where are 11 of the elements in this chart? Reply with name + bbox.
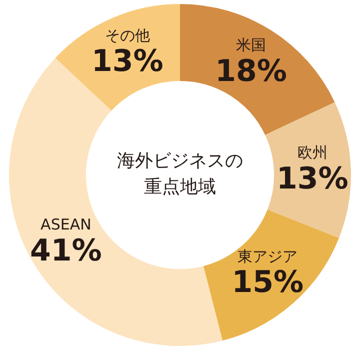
data-label: 15% — [232, 265, 304, 300]
data-label: 13% — [276, 162, 348, 197]
data-label: 13% — [91, 44, 164, 80]
slice-label: 東アジア — [238, 247, 298, 266]
slice-label: ASEAN — [40, 215, 92, 234]
slice-label: その他 — [104, 26, 150, 44]
text: 海外ビジネスの重点地域 — [117, 150, 243, 198]
slice-label: 欧州 — [297, 144, 328, 162]
data-label: 18% — [215, 54, 287, 89]
slice-label: 米国 — [236, 36, 266, 54]
data-label: 41% — [30, 233, 102, 268]
